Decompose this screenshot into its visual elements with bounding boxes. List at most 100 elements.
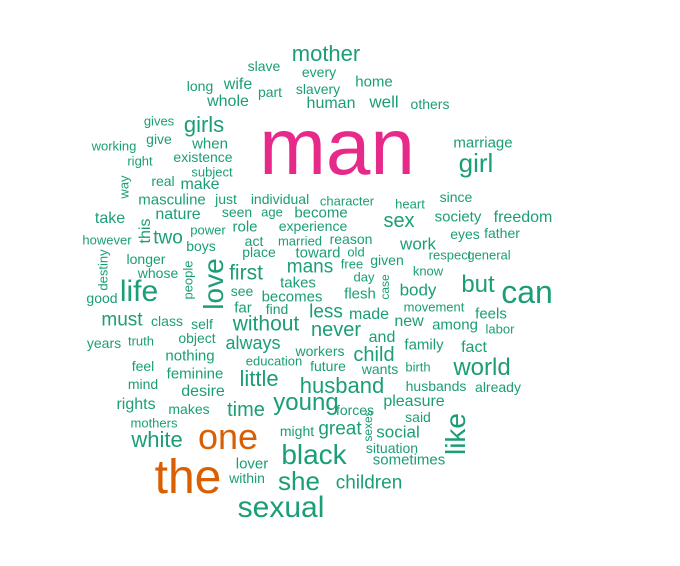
word-like: like [440, 412, 471, 456]
word-life: life [119, 275, 159, 308]
word-destiny: destiny [95, 249, 111, 291]
word-mans: mans [286, 256, 334, 278]
word-said: said [405, 409, 431, 425]
word-can: can [501, 274, 553, 310]
word-masculine: masculine [138, 191, 206, 209]
word-when: when [192, 135, 228, 153]
word-children: children [335, 472, 403, 494]
word-working: working [91, 138, 137, 154]
word-existence: existence [173, 149, 233, 165]
word-wants: wants [361, 361, 399, 377]
word-know: know [412, 263, 444, 279]
word-way: way [116, 175, 132, 199]
word-white: white [131, 427, 183, 452]
word-world: world [453, 354, 511, 381]
word-flesh: flesh [344, 285, 376, 303]
word-reason: reason [329, 231, 373, 247]
word-self: self [191, 316, 213, 332]
word-feels: feels [475, 305, 507, 323]
word-the: the [154, 451, 222, 504]
word-forces: forces [335, 402, 375, 418]
word-people: people [180, 260, 196, 300]
word-gives: gives [143, 113, 175, 129]
word-human: human [306, 95, 356, 112]
word-desire: desire [181, 383, 225, 400]
word-movement: movement [403, 299, 465, 315]
word-husbands: husbands [405, 378, 467, 394]
word-age: age [261, 204, 283, 220]
word-two: two [153, 227, 183, 249]
word-act: act [244, 233, 264, 249]
word-child: child [353, 344, 395, 366]
word-day: day [353, 269, 375, 285]
word-role: role [232, 218, 258, 236]
word-class: class [151, 313, 183, 329]
word-make: make [180, 176, 220, 193]
word-free: free [340, 256, 364, 272]
word-become: become [294, 204, 348, 222]
word-object: object [178, 330, 216, 346]
word-might: might [279, 423, 315, 439]
word-this: this [137, 218, 154, 244]
word-work: work [400, 234, 436, 254]
word-however: however [82, 232, 132, 248]
word-subject: subject [191, 164, 233, 180]
word-one: one [197, 416, 259, 457]
word-without: without [232, 312, 300, 336]
word-every: every [301, 64, 337, 80]
word-labor: labor [485, 321, 515, 337]
word-married: married [277, 233, 323, 249]
word-heart: heart [395, 196, 425, 212]
word-within: within [229, 470, 265, 486]
word-feminine: feminine [166, 365, 224, 383]
word-experience: experience [278, 218, 348, 234]
word-education: education [245, 353, 303, 369]
word-social: social [376, 422, 420, 442]
word-others: others [410, 96, 450, 112]
word-time: time [227, 399, 265, 421]
word-right: right [127, 153, 153, 169]
word-future: future [310, 358, 346, 374]
word-marriage: marriage [453, 134, 513, 152]
word-and: and [368, 329, 396, 346]
word-takes: takes [280, 274, 316, 292]
word-mother: mother [291, 41, 361, 66]
word-good: good [86, 290, 118, 306]
word-less: less [309, 301, 343, 323]
word-great: great [318, 418, 362, 440]
word-old: old [347, 244, 365, 260]
word-sometimes: sometimes [372, 451, 446, 469]
word-makes: makes [168, 401, 210, 417]
word-husband: husband [299, 373, 385, 398]
word-give: give [146, 131, 172, 147]
word-sexual: sexual [237, 491, 325, 524]
word-well: well [369, 92, 399, 112]
word-she: she [278, 466, 320, 496]
word-sex: sex [383, 210, 415, 232]
word-eyes: eyes [450, 226, 480, 242]
word-case: case [378, 274, 392, 300]
word-boys: boys [186, 238, 216, 254]
word-respect: respect [428, 247, 472, 263]
word-rights: rights [116, 396, 156, 413]
word-never: never [310, 319, 362, 341]
word-mind: mind [127, 376, 159, 392]
word-lover: lover [235, 455, 269, 473]
word-real: real [151, 173, 175, 189]
word-power: power [190, 222, 226, 238]
word-place: place [242, 244, 276, 260]
word-nothing: nothing [165, 347, 215, 365]
word-longer: longer [126, 251, 166, 267]
word-slave: slave [247, 58, 281, 74]
word-always: always [225, 333, 281, 353]
word-feel: feel [131, 358, 155, 374]
word-young: young [273, 389, 339, 416]
word-just: just [215, 191, 237, 207]
word-man: man [259, 102, 415, 191]
word-birth: birth [405, 359, 431, 375]
word-take: take [94, 210, 126, 227]
word-wife: wife [223, 76, 253, 93]
word-see: see [230, 283, 254, 299]
word-family: family [404, 336, 444, 354]
word-character: character [319, 193, 375, 209]
